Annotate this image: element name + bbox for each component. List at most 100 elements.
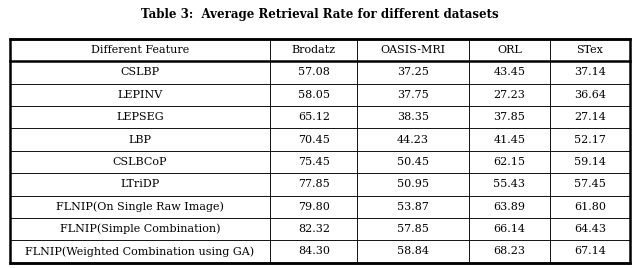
Bar — [270, 84, 357, 106]
Text: 44.23: 44.23 — [397, 135, 429, 144]
Text: FLNIP(Simple Combination): FLNIP(Simple Combination) — [60, 224, 220, 234]
Text: CSLBP: CSLBP — [120, 68, 159, 77]
Bar — [357, 195, 469, 218]
Text: Brodatz: Brodatz — [292, 45, 336, 55]
Bar — [550, 106, 630, 128]
Bar — [270, 39, 357, 61]
Bar — [10, 240, 270, 263]
Bar — [550, 218, 630, 240]
Bar — [469, 173, 550, 195]
Text: 43.45: 43.45 — [493, 68, 525, 77]
Text: ORL: ORL — [497, 45, 522, 55]
Text: 70.45: 70.45 — [298, 135, 330, 144]
Bar — [10, 195, 270, 218]
Bar — [270, 240, 357, 263]
Bar — [357, 39, 469, 61]
Bar — [10, 173, 270, 195]
Bar — [550, 84, 630, 106]
Text: Table 3:  Average Retrieval Rate for different datasets: Table 3: Average Retrieval Rate for diff… — [141, 8, 499, 21]
Bar — [469, 151, 550, 173]
Bar — [469, 195, 550, 218]
Bar — [550, 151, 630, 173]
Bar — [469, 84, 550, 106]
Bar — [469, 39, 550, 61]
Bar — [357, 106, 469, 128]
Text: 37.85: 37.85 — [493, 112, 525, 122]
Text: 59.14: 59.14 — [574, 157, 606, 167]
Bar — [10, 128, 270, 151]
Bar — [270, 195, 357, 218]
Text: 50.95: 50.95 — [397, 179, 429, 189]
Text: STex: STex — [577, 45, 604, 55]
Bar — [469, 218, 550, 240]
Text: 57.45: 57.45 — [574, 179, 606, 189]
Bar — [270, 61, 357, 84]
Text: LTriDP: LTriDP — [120, 179, 159, 189]
Bar — [10, 151, 270, 173]
Text: 37.25: 37.25 — [397, 68, 429, 77]
Bar — [550, 61, 630, 84]
Text: 27.23: 27.23 — [493, 90, 525, 100]
Text: 66.14: 66.14 — [493, 224, 525, 234]
Bar — [270, 218, 357, 240]
Text: 53.87: 53.87 — [397, 202, 429, 212]
Bar — [10, 218, 270, 240]
Text: 27.14: 27.14 — [574, 112, 606, 122]
Bar — [550, 173, 630, 195]
Text: 77.85: 77.85 — [298, 179, 330, 189]
Bar — [10, 106, 270, 128]
Bar — [357, 151, 469, 173]
Bar — [469, 106, 550, 128]
Text: 58.05: 58.05 — [298, 90, 330, 100]
Text: 57.85: 57.85 — [397, 224, 429, 234]
Text: CSLBCoP: CSLBCoP — [113, 157, 167, 167]
Text: 57.08: 57.08 — [298, 68, 330, 77]
Bar — [270, 106, 357, 128]
Bar — [357, 218, 469, 240]
Bar — [10, 84, 270, 106]
Bar — [10, 39, 270, 61]
Text: 82.32: 82.32 — [298, 224, 330, 234]
Text: 63.89: 63.89 — [493, 202, 525, 212]
Bar — [469, 128, 550, 151]
Text: 84.30: 84.30 — [298, 247, 330, 256]
Bar — [357, 128, 469, 151]
Text: 79.80: 79.80 — [298, 202, 330, 212]
Text: 64.43: 64.43 — [574, 224, 606, 234]
Bar — [10, 61, 270, 84]
Bar — [550, 39, 630, 61]
Bar — [270, 173, 357, 195]
Text: FLNIP(On Single Raw Image): FLNIP(On Single Raw Image) — [56, 202, 224, 212]
Text: 36.64: 36.64 — [574, 90, 606, 100]
Bar — [357, 61, 469, 84]
Bar — [550, 128, 630, 151]
Text: 58.84: 58.84 — [397, 247, 429, 256]
Text: 65.12: 65.12 — [298, 112, 330, 122]
Text: Different Feature: Different Feature — [91, 45, 189, 55]
Text: OASIS-MRI: OASIS-MRI — [381, 45, 445, 55]
Bar — [270, 128, 357, 151]
Bar — [357, 84, 469, 106]
Text: 61.80: 61.80 — [574, 202, 606, 212]
Bar — [357, 240, 469, 263]
Bar — [550, 195, 630, 218]
Bar — [270, 151, 357, 173]
Bar — [10, 39, 630, 263]
Text: 55.43: 55.43 — [493, 179, 525, 189]
Text: FLNIP(Weighted Combination using GA): FLNIP(Weighted Combination using GA) — [26, 246, 255, 257]
Text: 37.14: 37.14 — [574, 68, 606, 77]
Text: 37.75: 37.75 — [397, 90, 429, 100]
Text: LEPSEG: LEPSEG — [116, 112, 164, 122]
Text: LEPINV: LEPINV — [117, 90, 163, 100]
Bar — [357, 173, 469, 195]
Text: 68.23: 68.23 — [493, 247, 525, 256]
Text: 62.15: 62.15 — [493, 157, 525, 167]
Text: 75.45: 75.45 — [298, 157, 330, 167]
Text: 38.35: 38.35 — [397, 112, 429, 122]
Bar — [550, 240, 630, 263]
Text: LBP: LBP — [129, 135, 152, 144]
Bar — [469, 61, 550, 84]
Bar — [469, 240, 550, 263]
Text: 41.45: 41.45 — [493, 135, 525, 144]
Text: 50.45: 50.45 — [397, 157, 429, 167]
